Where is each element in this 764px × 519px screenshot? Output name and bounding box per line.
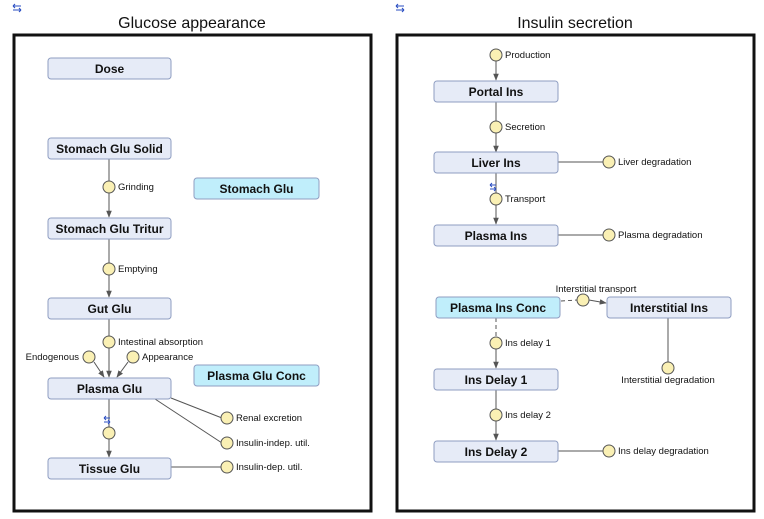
stock-ins-delay-1[interactable]: Ins Delay 1 [433,368,559,391]
stock-gut-glu[interactable]: Gut Glu [47,297,172,320]
stock-plasma-ins[interactable]: Plasma Ins [433,224,559,247]
stock-plasma-glu-label: Plasma Glu [77,382,142,396]
stock-dose[interactable]: Dose [47,57,172,80]
flow-renal-excretion[interactable]: Renal excretion [220,411,302,425]
flow-insulin-indep-util[interactable]: Insulin-indep. util. [220,436,310,450]
aux-plasma-glu-conc[interactable]: Plasma Glu Conc [193,364,320,387]
flow-interstitial-degradation-label: Interstitial degradation [621,375,714,386]
flow-ins-delay-degradation[interactable]: Ins delay degradation [602,444,709,458]
right-panel-frame [395,33,756,513]
flow-plasma-degradation-label: Plasma degradation [618,230,703,241]
flow-production-label: Production [505,50,550,61]
flow-ins-delay-1[interactable]: Ins delay 1 [489,336,551,350]
stock-tissue-glu[interactable]: Tissue Glu [47,457,172,480]
stock-ins-delay-2[interactable]: Ins Delay 2 [433,440,559,463]
flow-liver-degradation[interactable]: Liver degradation [602,155,691,169]
right-connectors [493,61,669,452]
stock-interstitial-ins[interactable]: Interstitial Ins [606,296,732,319]
aux-plasma-ins-conc[interactable]: Plasma Ins Conc [435,296,561,319]
left-connectors [93,159,223,468]
stock-plasma-ins-label: Plasma Ins [465,229,528,243]
stock-gut-glu-label: Gut Glu [88,302,132,316]
flow-ins-delay-degradation-label: Ins delay degradation [618,446,709,457]
flow-interstitial-degradation[interactable]: Interstitial degradation [621,361,715,386]
stock-interstitial-ins-label: Interstitial Ins [630,301,708,315]
left-panel-cycle-icon[interactable] [12,3,22,13]
flow-plasma-degradation[interactable]: Plasma degradation [602,228,703,242]
flow-intestinal-absorption-label: Intestinal absorption [118,337,203,348]
flow-ins-delay-2[interactable]: Ins delay 2 [489,408,551,422]
stock-portal-ins[interactable]: Portal Ins [433,80,559,103]
plasma-glu-cycle-icon[interactable] [103,415,111,425]
flow-appearance-label: Appearance [142,352,193,363]
right-panel-title: Insulin secretion [517,15,633,32]
flow-ins-delay-2-label: Ins delay 2 [505,410,551,421]
stock-stomach-glu-solid-label: Stomach Glu Solid [56,142,163,156]
flow-insulin-dep-util-label: Insulin-dep. util. [236,462,303,473]
flow-insulin-indep-util-label: Insulin-indep. util. [236,438,310,449]
flow-transport-label: Transport [505,194,546,205]
stock-ins-delay-1-label: Ins Delay 1 [465,373,528,387]
aux-stomach-glu[interactable]: Stomach Glu [193,177,320,200]
liver-ins-cycle-icon[interactable] [489,182,497,192]
stock-plasma-glu[interactable]: Plasma Glu [47,377,172,400]
right-panel-cycle-icon[interactable] [395,3,405,13]
flow-liver-degradation-label: Liver degradation [618,157,691,168]
stock-liver-ins[interactable]: Liver Ins [433,151,559,174]
aux-plasma-glu-conc-label: Plasma Glu Conc [207,369,306,383]
flow-endogenous[interactable]: Endogenous [26,350,96,364]
flow-interstitial-transport[interactable]: Interstitial transport [556,284,637,307]
left-panel-title: Glucose appearance [118,15,266,32]
flow-production[interactable]: Production [489,48,550,62]
aux-plasma-ins-conc-label: Plasma Ins Conc [450,301,546,315]
flow-interstitial-transport-label: Interstitial transport [556,284,637,295]
flow-intestinal-absorption[interactable]: Intestinal absorption [102,335,203,349]
left-panel-frame [12,33,373,513]
flow-transport[interactable]: Transport [489,192,546,206]
stock-dose-label: Dose [95,62,125,76]
flow-secretion-label: Secretion [505,122,545,133]
flow-secretion[interactable]: Secretion [489,120,545,134]
flow-emptying[interactable]: Emptying [102,262,158,276]
flow-appearance[interactable]: Appearance [126,350,193,364]
stock-liver-ins-label: Liver Ins [471,156,521,170]
stock-stomach-glu-solid[interactable]: Stomach Glu Solid [47,137,172,160]
stock-stomach-glu-tritur[interactable]: Stomach Glu Tritur [47,217,172,240]
stock-tissue-glu-label: Tissue Glu [79,462,140,476]
flow-grinding[interactable]: Grinding [102,180,154,194]
stock-stomach-glu-tritur-label: Stomach Glu Tritur [55,222,163,236]
stock-ins-delay-2-label: Ins Delay 2 [465,445,528,459]
flow-plasma-to-tissue[interactable] [102,426,116,440]
flow-renal-excretion-label: Renal excretion [236,413,302,424]
flow-ins-delay-1-label: Ins delay 1 [505,338,551,349]
flow-grinding-label: Grinding [118,182,154,193]
aux-stomach-glu-label: Stomach Glu [219,182,293,196]
stock-portal-ins-label: Portal Ins [469,85,524,99]
flow-endogenous-label: Endogenous [26,352,80,363]
flow-insulin-dep-util[interactable]: Insulin-dep. util. [220,460,303,474]
flow-emptying-label: Emptying [118,264,158,275]
